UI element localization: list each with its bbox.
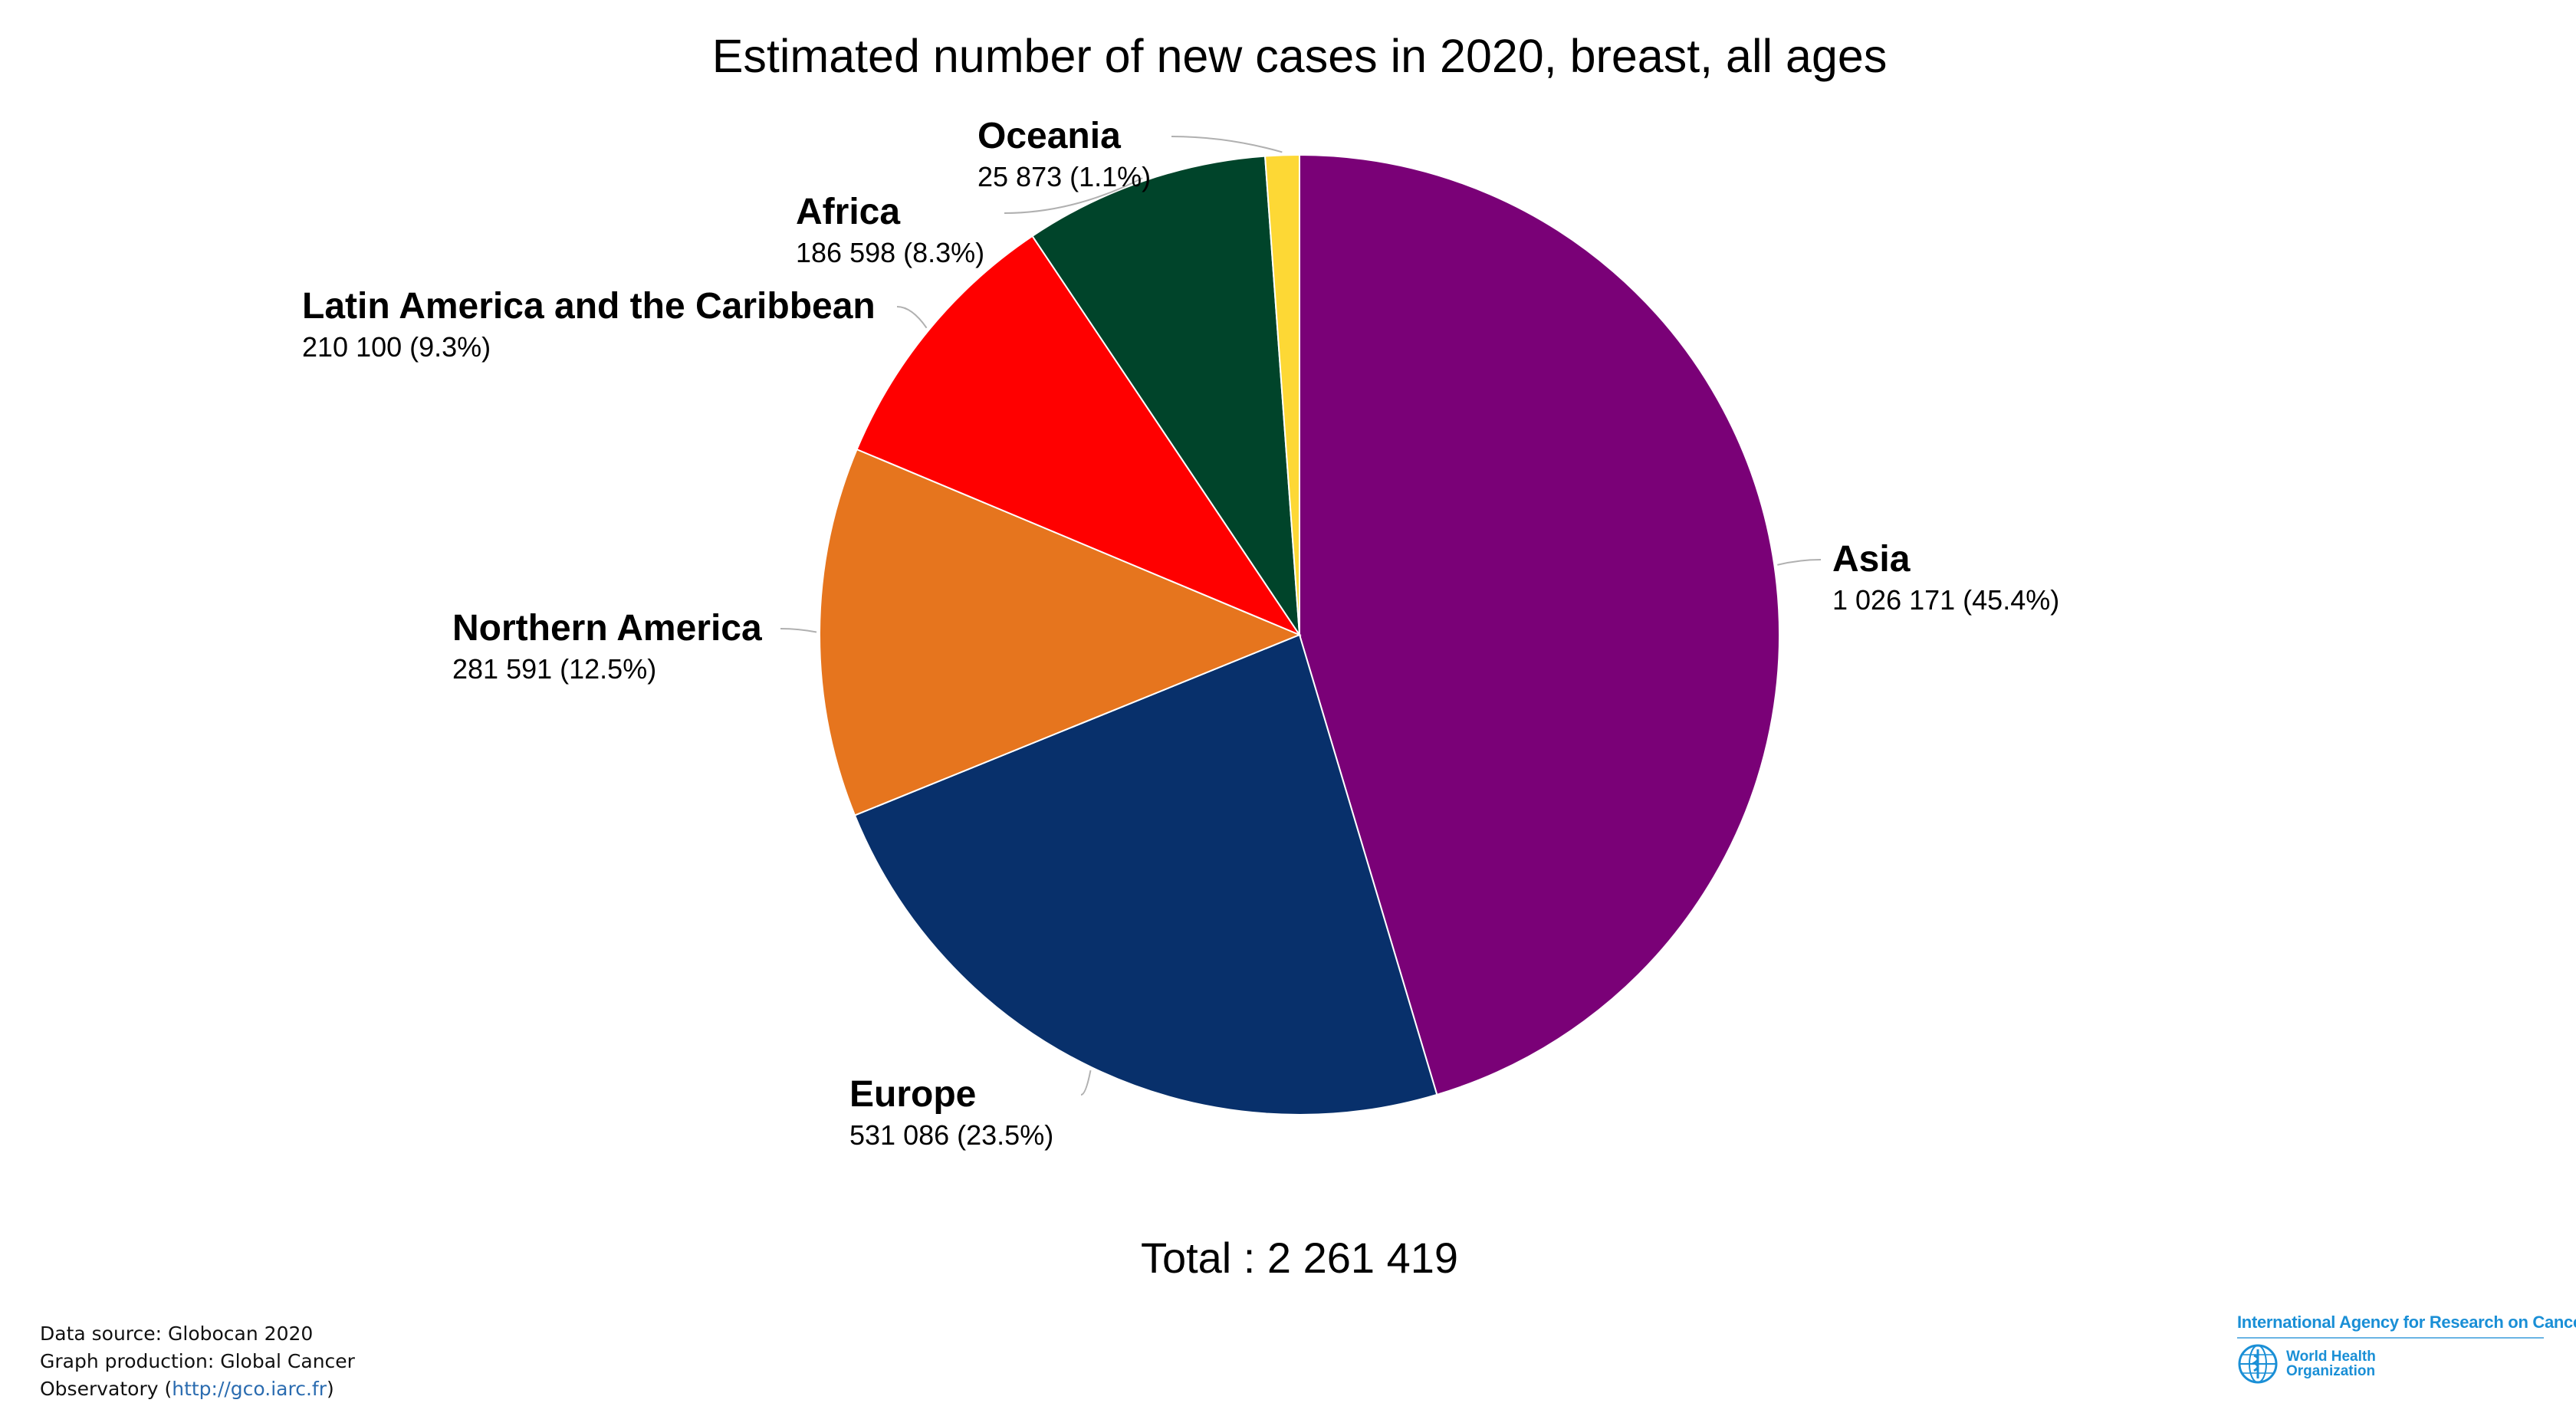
leader-line-africa xyxy=(1004,177,1143,214)
slice-label-name-asia: Asia xyxy=(1832,539,1911,580)
slice-oceania[interactable] xyxy=(1263,153,1300,636)
slice-africa[interactable] xyxy=(1031,155,1301,638)
slice-label-value-northern-america: 281 591 (12.5%) xyxy=(452,653,656,685)
slice-labels: Asia 1 026 171 (45.4%) Europe 531 086 (23.5… xyxy=(302,116,2059,1151)
slice-asia[interactable] xyxy=(1299,153,1780,1096)
slice-label-name-latin-america-and-the-caribbean: Latin America and the Caribbean xyxy=(302,286,876,327)
iarc-logo-text: International Agency for Research on Can… xyxy=(2237,1313,2576,1332)
footer-observatory: Observatory (http://gco.iarc.fr) xyxy=(40,1375,355,1403)
leader-line-oceania xyxy=(1171,136,1283,153)
logo-divider xyxy=(2237,1337,2544,1339)
slice-europe[interactable] xyxy=(853,633,1438,1116)
slice-label-value-oceania: 25 873 (1.1%) xyxy=(978,161,1151,192)
footer-source: Data source: Globocan 2020 Graph product… xyxy=(40,1320,355,1403)
who-logo: World Health Organization xyxy=(2237,1343,2553,1385)
slice-latin-america-and-the-caribbean[interactable] xyxy=(856,235,1302,637)
slice-label-value-latin-america-and-the-caribbean: 210 100 (9.3%) xyxy=(302,331,491,363)
slice-label-name-northern-america: Northern America xyxy=(452,608,762,649)
slice-label-value-asia: 1 026 171 (45.4%) xyxy=(1832,584,2059,616)
slice-label-name-europe: Europe xyxy=(849,1074,976,1115)
pie-slices xyxy=(819,153,1780,1116)
iarc-who-logo: International Agency for Research on Can… xyxy=(2237,1313,2576,1405)
chart-title: Estimated number of new cases in 2020, b… xyxy=(711,30,1888,82)
footer-data-source: Data source: Globocan 2020 xyxy=(40,1322,314,1345)
who-line2: Organization xyxy=(2286,1363,2376,1379)
leader-lines xyxy=(780,136,1822,1096)
slice-northern-america[interactable] xyxy=(819,448,1302,816)
leader-line-northern-america xyxy=(780,628,817,633)
leader-line-asia xyxy=(1777,559,1822,566)
footer-graph-production: Graph production: Global Cancer xyxy=(40,1350,355,1372)
slice-label-value-africa: 186 598 (8.3%) xyxy=(796,237,984,268)
who-text: World Health Organization xyxy=(2286,1349,2376,1378)
footer-observatory-prefix: Observatory ( xyxy=(40,1378,172,1400)
footer-observatory-suffix: ) xyxy=(327,1378,334,1400)
total-label: Total : 2 261 419 xyxy=(1140,1234,1459,1282)
slice-label-name-oceania: Oceania xyxy=(978,116,1121,156)
gco-link[interactable]: http://gco.iarc.fr xyxy=(172,1378,327,1400)
who-emblem-icon xyxy=(2238,1344,2278,1384)
slice-label-value-europe: 531 086 (23.5%) xyxy=(849,1119,1053,1151)
leader-line-latin-america-and-the-caribbean xyxy=(896,306,928,329)
slice-label-name-africa: Africa xyxy=(796,192,900,232)
who-line1: World Health xyxy=(2286,1349,2376,1365)
leader-line-europe xyxy=(1080,1070,1092,1096)
